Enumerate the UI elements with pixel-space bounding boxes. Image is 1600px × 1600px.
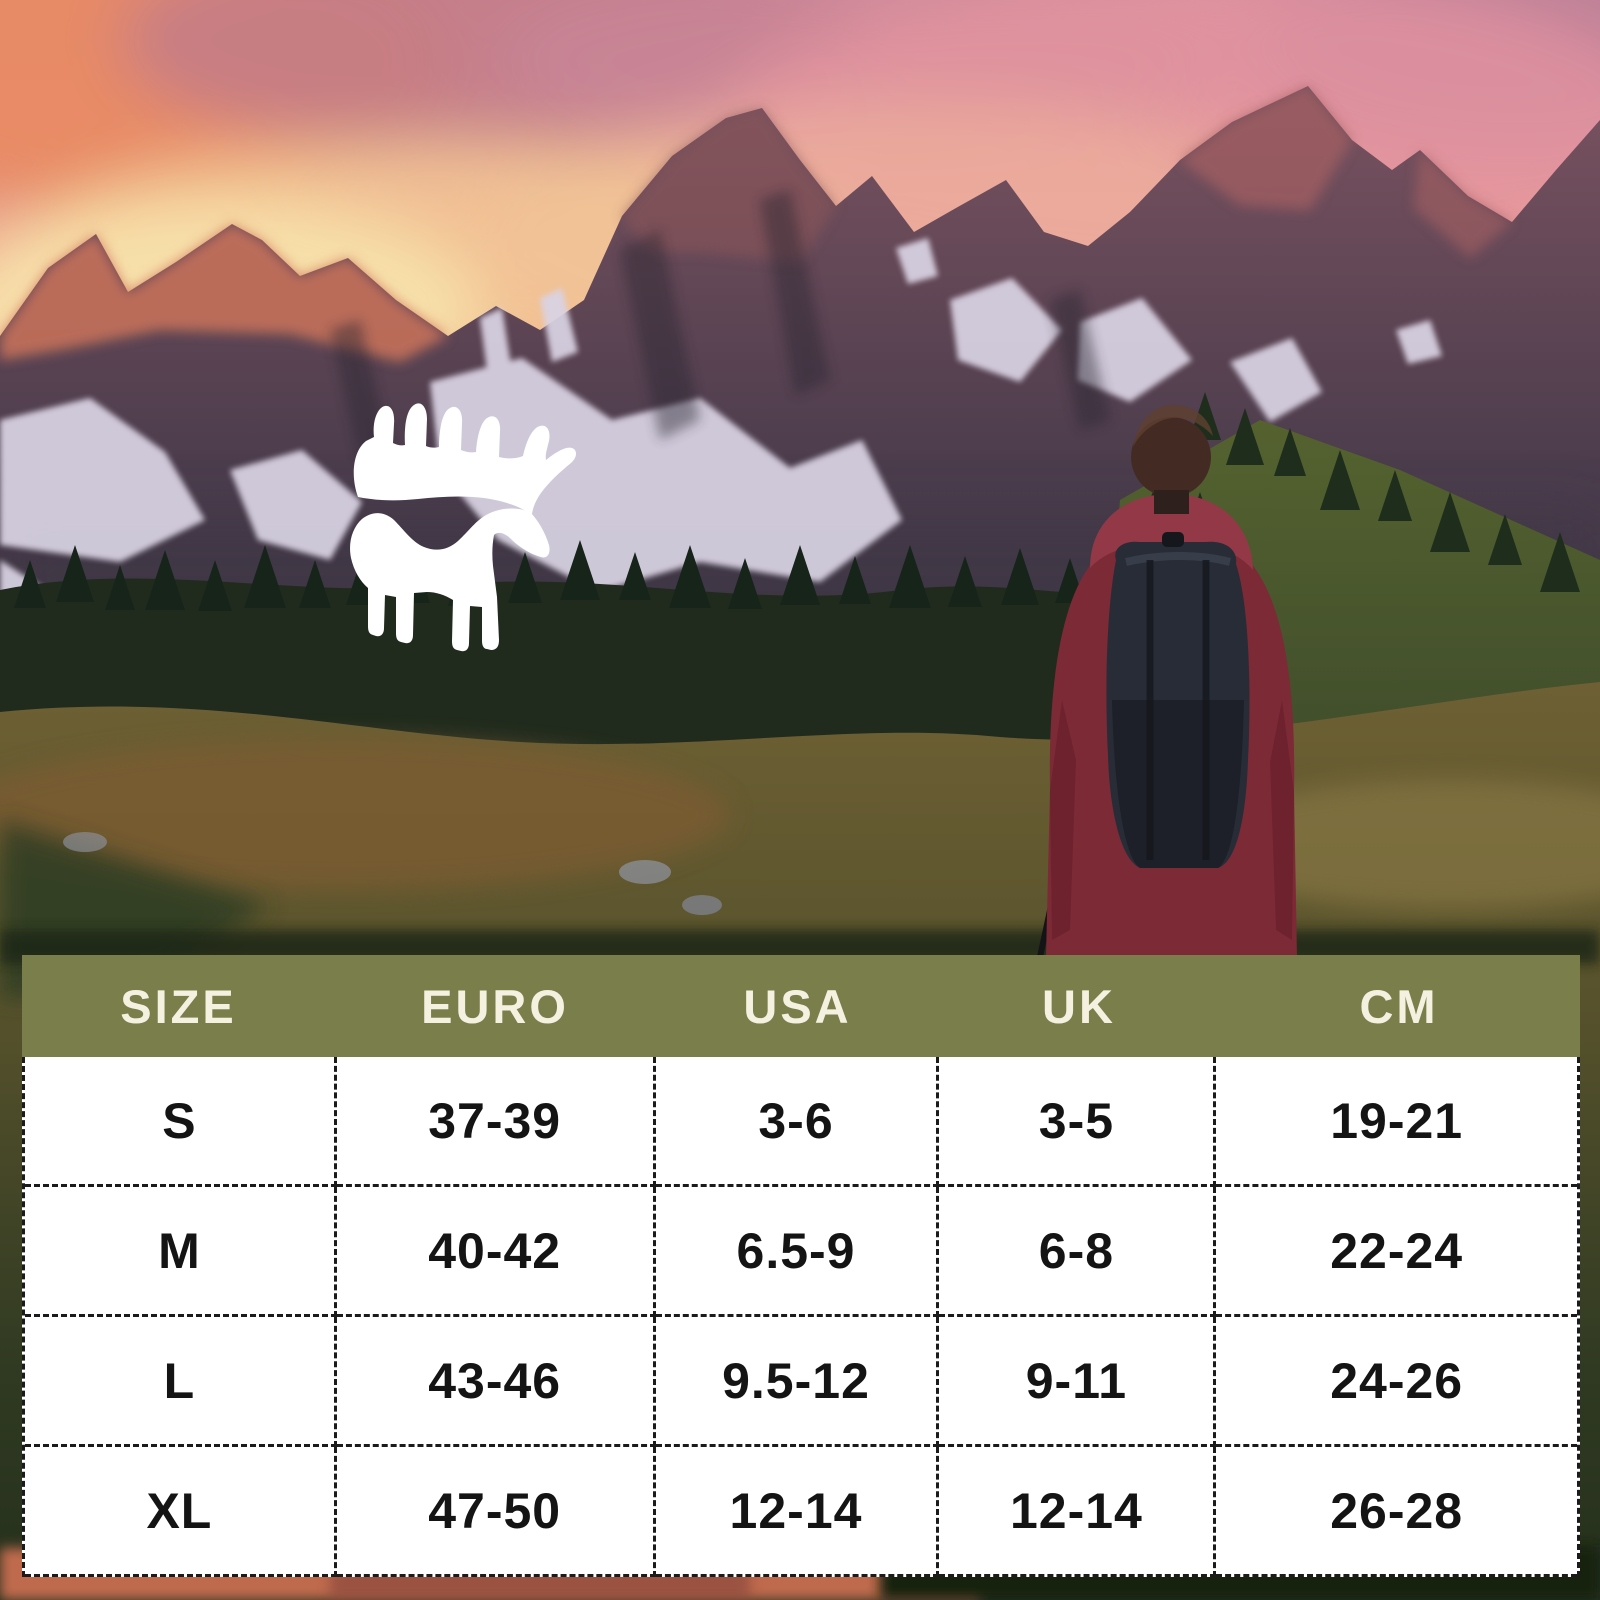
table-cell: 22-24 [1216,1187,1577,1317]
column-header-cm: CM [1359,979,1439,1033]
table-cell: 3-6 [655,1057,940,1187]
column-header-usa: USA [743,979,852,1033]
table-cell: 24-26 [1216,1317,1577,1447]
table-row-s: S 37-39 3-6 3-5 19-21 [25,1057,1577,1187]
table-cell: 19-21 [1216,1057,1577,1187]
table-cell: 26-28 [1216,1447,1577,1577]
size-chart-table: SIZE EURO USA UK CM S 37-39 3-6 3-5 19-2… [22,955,1580,1577]
table-cell: 37-39 [336,1057,656,1187]
table-row-l: L 43-46 9.5-12 9-11 24-26 [25,1317,1577,1447]
table-header: SIZE EURO USA UK CM [22,955,1580,1057]
row-label: S [25,1057,337,1187]
snow-patches [0,238,1442,645]
table-cell: 12-14 [655,1447,940,1577]
table-cell: 6-8 [939,1187,1217,1317]
hiker-head [1131,417,1211,497]
table-cell: 6.5-9 [655,1187,940,1317]
table-cell: 3-5 [939,1057,1217,1187]
table-row-m: M 40-42 6.5-9 6-8 22-24 [25,1187,1577,1317]
column-header-uk: UK [1042,979,1116,1033]
table-cell: 40-42 [336,1187,656,1317]
row-label: XL [25,1447,337,1577]
column-header-size: SIZE [120,979,237,1033]
table-cell: 12-14 [939,1447,1217,1577]
table-cell: 9-11 [939,1317,1217,1447]
column-header-euro: EURO [421,979,569,1033]
table-cell: 47-50 [336,1447,656,1577]
table-cell: 9.5-12 [655,1317,940,1447]
table-row-xl: XL 47-50 12-14 12-14 26-28 [25,1447,1577,1577]
moose-logo [350,403,577,652]
row-label: M [25,1187,337,1317]
table-body: S 37-39 3-6 3-5 19-21 M 40-42 6.5-9 6-8 … [22,1057,1580,1577]
row-label: L [25,1317,337,1447]
table-cell: 43-46 [336,1317,656,1447]
hiker [1037,404,1297,958]
